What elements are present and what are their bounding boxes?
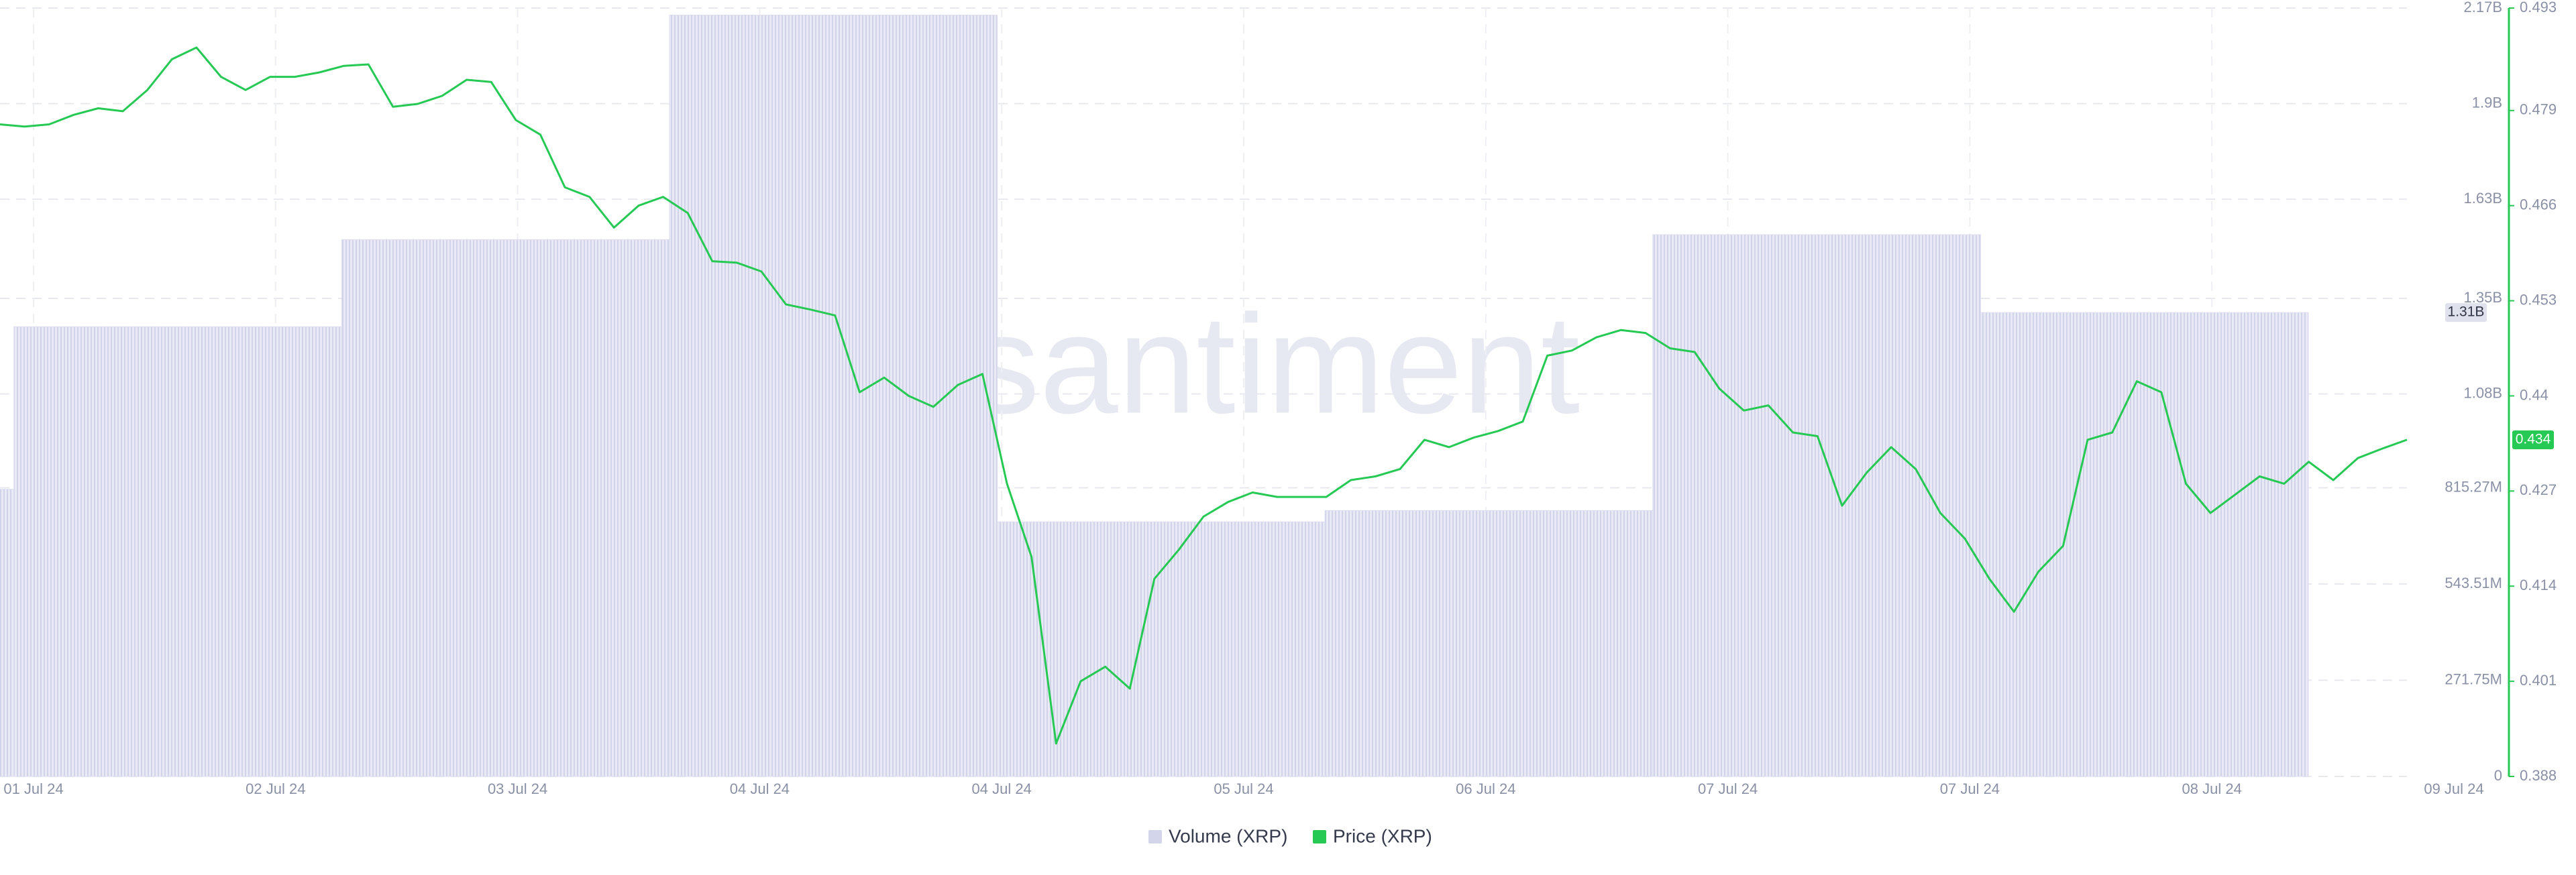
y2-tick-label: 0.44	[2520, 386, 2548, 403]
y2-tick-label: 0.427	[2520, 481, 2557, 498]
x-tick-label: 03 Jul 24	[488, 780, 547, 797]
x-tick-label: 06 Jul 24	[1456, 780, 1515, 797]
y-tick-label: 543.51M	[2445, 575, 2502, 591]
volume-badge	[2445, 303, 2487, 323]
volume-bar	[997, 521, 1326, 777]
legend-swatch	[1148, 830, 1162, 843]
y2-tick-label: 0.414	[2520, 577, 2557, 593]
price-badge	[2512, 430, 2554, 449]
watermark: santiment	[969, 285, 1580, 443]
x-tick-label: 07 Jul 24	[1940, 780, 2000, 797]
x-tick-label: 09 Jul 24	[2424, 780, 2483, 797]
x-tick-label: 01 Jul 24	[3, 780, 63, 797]
legend-swatch	[1313, 830, 1326, 843]
x-tick-label: 05 Jul 24	[1214, 780, 1273, 797]
x-tick-label: 04 Jul 24	[972, 780, 1032, 797]
x-tick-label: 08 Jul 24	[2182, 780, 2242, 797]
y2-tick-label: 0.388	[2520, 767, 2557, 784]
y-tick-label: 271.75M	[2445, 670, 2502, 687]
y-tick-label: 1.35B	[2464, 289, 2503, 306]
x-tick-label: 04 Jul 24	[730, 780, 790, 797]
volume-bar	[13, 326, 342, 777]
legend-label: Price (XRP)	[1333, 825, 1432, 846]
y2-tick-label: 0.493	[2520, 0, 2557, 15]
y2-tick-label: 0.401	[2520, 672, 2557, 689]
y2-tick-label: 0.453	[2520, 291, 2557, 308]
volume-bar	[1652, 234, 1981, 777]
y2-tick-label: 0.479	[2520, 101, 2557, 118]
volume-badge-label: 1.31B	[2448, 304, 2485, 320]
y-tick-label: 1.08B	[2464, 384, 2503, 401]
y-tick-label: 815.27M	[2445, 478, 2502, 495]
volume-bar	[1324, 510, 1654, 777]
y-tick-label: 1.63B	[2464, 190, 2503, 207]
volume-bar	[341, 239, 670, 777]
y2-tick-label: 0.466	[2520, 196, 2557, 213]
legend-label: Volume (XRP)	[1169, 825, 1287, 846]
volume-bar	[0, 489, 15, 777]
y-tick-label: 0	[2494, 767, 2502, 784]
y-tick-label: 1.9B	[2472, 94, 2502, 111]
price-badge-label: 0.434	[2516, 431, 2551, 447]
y-tick-label: 2.17B	[2464, 0, 2503, 15]
price-line	[0, 46, 2408, 745]
volume-bar	[669, 15, 998, 777]
x-tick-label: 07 Jul 24	[1698, 780, 1758, 797]
x-tick-label: 02 Jul 24	[246, 780, 305, 797]
volume-bar	[1980, 312, 2309, 777]
